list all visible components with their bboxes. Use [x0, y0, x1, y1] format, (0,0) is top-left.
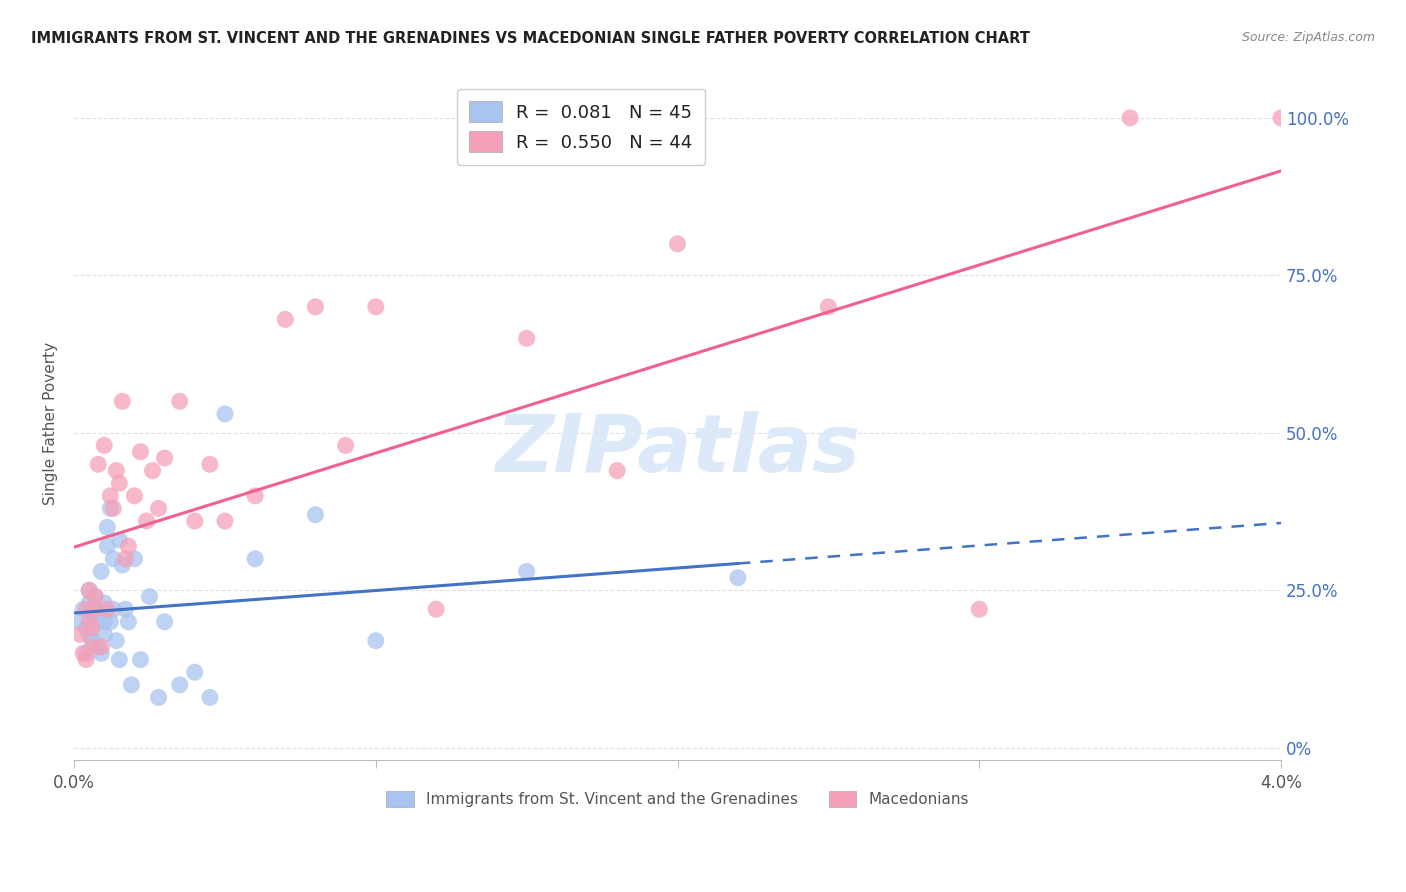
- Point: [87, 640, 110, 654]
- Point: [114, 551, 136, 566]
- Legend: Immigrants from St. Vincent and the Grenadines, Macedonians: Immigrants from St. Vincent and the Gren…: [380, 785, 974, 814]
- Point: [108, 476, 131, 491]
- Point: [96, 602, 118, 616]
- Point: [198, 690, 221, 705]
- Point: [148, 501, 170, 516]
- Point: [111, 558, 134, 573]
- Point: [93, 627, 115, 641]
- Point: [96, 539, 118, 553]
- Point: [72, 602, 94, 616]
- Point: [274, 312, 297, 326]
- Point: [114, 602, 136, 616]
- Point: [108, 533, 131, 547]
- Point: [103, 602, 125, 616]
- Point: [1270, 111, 1292, 125]
- Point: [666, 236, 689, 251]
- Point: [606, 464, 628, 478]
- Point: [153, 450, 176, 465]
- Point: [967, 602, 990, 616]
- Y-axis label: Single Father Poverty: Single Father Poverty: [44, 342, 58, 505]
- Point: [84, 590, 107, 604]
- Point: [105, 633, 128, 648]
- Point: [82, 608, 104, 623]
- Point: [169, 394, 191, 409]
- Point: [98, 615, 121, 629]
- Point: [243, 551, 266, 566]
- Point: [124, 551, 146, 566]
- Point: [135, 514, 157, 528]
- Point: [82, 621, 104, 635]
- Point: [84, 602, 107, 616]
- Point: [120, 678, 142, 692]
- Point: [1119, 111, 1142, 125]
- Point: [75, 602, 97, 616]
- Point: [129, 444, 152, 458]
- Text: Source: ZipAtlas.com: Source: ZipAtlas.com: [1241, 31, 1375, 45]
- Point: [817, 300, 839, 314]
- Point: [69, 627, 91, 641]
- Point: [77, 627, 100, 641]
- Point: [75, 646, 97, 660]
- Point: [77, 596, 100, 610]
- Point: [84, 590, 107, 604]
- Point: [77, 583, 100, 598]
- Point: [111, 394, 134, 409]
- Point: [77, 583, 100, 598]
- Point: [72, 646, 94, 660]
- Point: [103, 501, 125, 516]
- Point: [184, 665, 207, 680]
- Point: [124, 489, 146, 503]
- Point: [108, 652, 131, 666]
- Point: [98, 489, 121, 503]
- Point: [117, 615, 139, 629]
- Point: [727, 571, 749, 585]
- Point: [96, 520, 118, 534]
- Point: [364, 633, 387, 648]
- Point: [93, 438, 115, 452]
- Point: [184, 514, 207, 528]
- Point: [87, 458, 110, 472]
- Point: [516, 565, 538, 579]
- Point: [105, 464, 128, 478]
- Point: [103, 551, 125, 566]
- Point: [87, 602, 110, 616]
- Point: [82, 640, 104, 654]
- Point: [117, 539, 139, 553]
- Point: [93, 615, 115, 629]
- Point: [98, 501, 121, 516]
- Point: [69, 615, 91, 629]
- Point: [304, 508, 326, 522]
- Point: [304, 300, 326, 314]
- Point: [84, 615, 107, 629]
- Text: ZIPatlas: ZIPatlas: [495, 411, 860, 490]
- Point: [90, 646, 112, 660]
- Point: [77, 615, 100, 629]
- Point: [214, 514, 236, 528]
- Point: [214, 407, 236, 421]
- Point: [90, 640, 112, 654]
- Point: [148, 690, 170, 705]
- Point: [153, 615, 176, 629]
- Text: IMMIGRANTS FROM ST. VINCENT AND THE GRENADINES VS MACEDONIAN SINGLE FATHER POVER: IMMIGRANTS FROM ST. VINCENT AND THE GREN…: [31, 31, 1029, 46]
- Point: [198, 458, 221, 472]
- Point: [364, 300, 387, 314]
- Point: [138, 590, 160, 604]
- Point: [93, 596, 115, 610]
- Point: [335, 438, 357, 452]
- Point: [75, 652, 97, 666]
- Point: [129, 652, 152, 666]
- Point: [425, 602, 447, 616]
- Point: [75, 621, 97, 635]
- Point: [169, 678, 191, 692]
- Point: [82, 633, 104, 648]
- Point: [243, 489, 266, 503]
- Point: [516, 331, 538, 345]
- Point: [90, 565, 112, 579]
- Point: [141, 464, 163, 478]
